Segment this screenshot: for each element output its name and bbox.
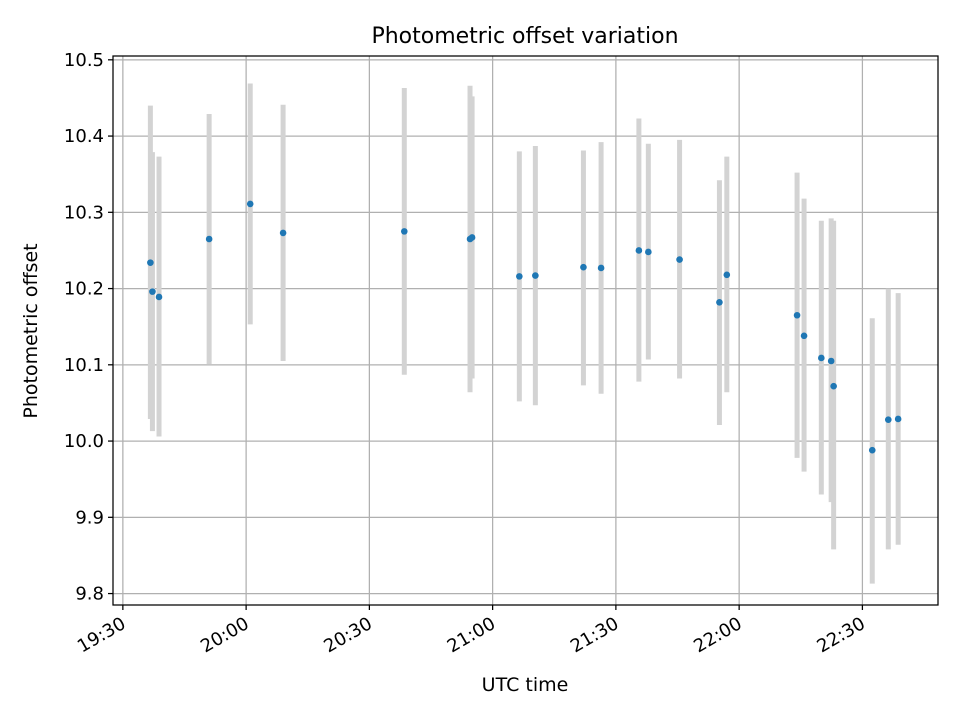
- y-tick-label: 10.2: [64, 279, 104, 300]
- data-points: [147, 200, 902, 454]
- data-point: [400, 228, 408, 235]
- y-tick-label: 10.4: [64, 126, 104, 147]
- data-point: [830, 382, 837, 390]
- x-axis-label: UTC time: [482, 674, 569, 696]
- y-tick-label: 10.0: [64, 431, 104, 452]
- data-point: [597, 264, 605, 272]
- y-tick-label: 9.9: [75, 507, 104, 528]
- data-point: [468, 234, 476, 241]
- data-point: [716, 298, 723, 306]
- data-point: [645, 248, 652, 256]
- data-point: [635, 247, 643, 254]
- y-tick-label: 10.1: [64, 355, 104, 376]
- data-point: [246, 200, 254, 208]
- data-point: [884, 416, 892, 424]
- data-point: [149, 288, 156, 295]
- data-point: [147, 259, 154, 266]
- data-point: [155, 293, 163, 301]
- data-point: [894, 415, 902, 423]
- y-tick-label: 9.8: [75, 584, 104, 605]
- data-point: [676, 256, 683, 263]
- data-point: [868, 446, 876, 454]
- data-point: [532, 272, 539, 279]
- data-point: [205, 235, 213, 243]
- data-point: [818, 354, 825, 362]
- chart-title: Photometric offset variation: [371, 24, 678, 49]
- y-axis-label: Photometric offset: [20, 243, 42, 418]
- y-tick-label: 10.3: [64, 202, 104, 223]
- y-tick-label: 10.5: [64, 50, 104, 71]
- data-point: [827, 357, 835, 365]
- plot-frame: [112, 55, 939, 606]
- data-point: [516, 273, 523, 280]
- data-point: [800, 332, 808, 340]
- data-point: [793, 311, 801, 319]
- data-point: [723, 271, 731, 279]
- data-point: [279, 229, 287, 237]
- data-point: [580, 263, 587, 271]
